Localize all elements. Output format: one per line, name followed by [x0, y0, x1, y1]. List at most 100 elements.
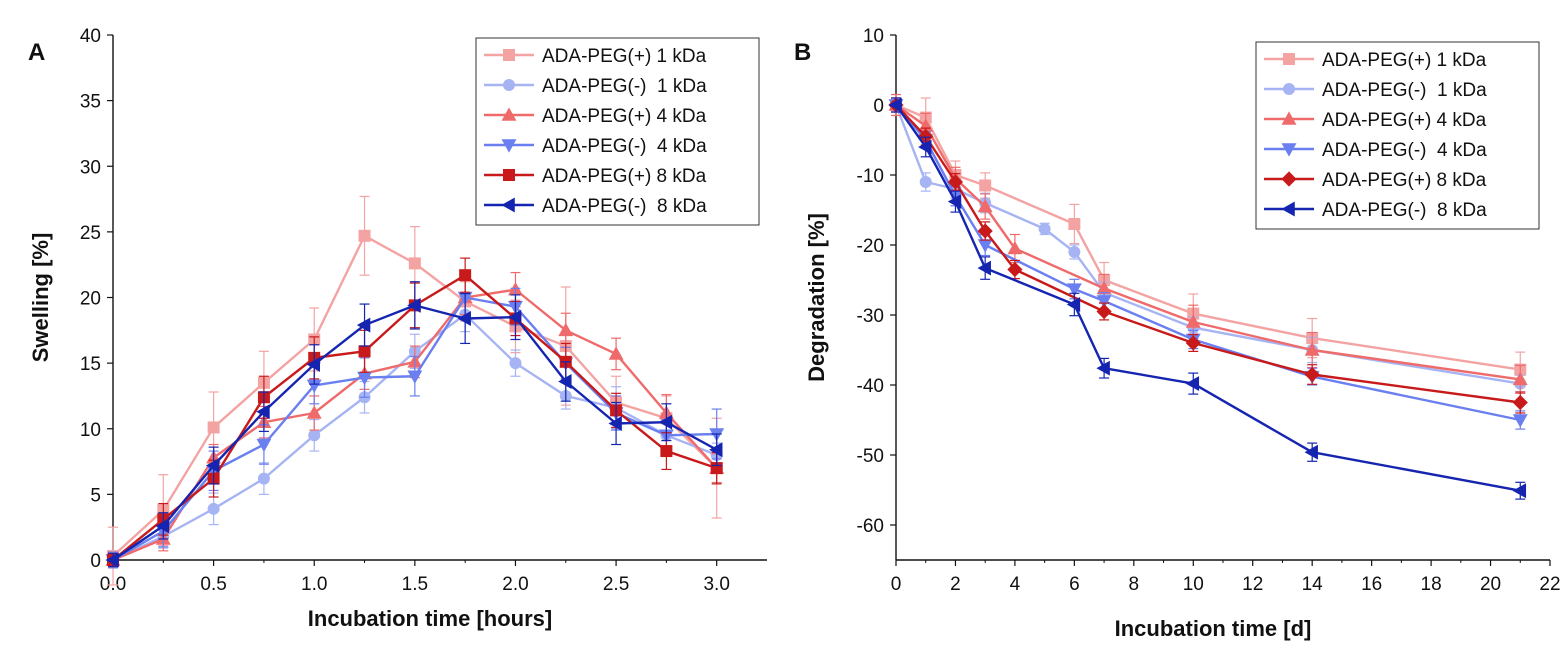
- data-point: [358, 345, 371, 358]
- data-point: [1512, 414, 1528, 428]
- legend: ADA-PEG(+) 1 kDa ADA-PEG(-) 1 kDa ADA-PEG(…: [475, 37, 760, 226]
- data-point: [888, 97, 902, 113]
- data-point: [105, 552, 119, 568]
- data-point: [918, 139, 932, 155]
- series-6: [105, 281, 723, 568]
- y-tick-label: 5: [90, 485, 101, 506]
- x-tick-label: 22: [1539, 574, 1560, 595]
- data-point: [358, 229, 371, 242]
- legend-marker: [503, 79, 515, 91]
- legend-label: ADA-PEG(-) 1 kDa: [1322, 80, 1487, 101]
- legend-label: ADA-PEG(+) 4 kDa: [1322, 110, 1487, 131]
- legend-marker: [1281, 171, 1297, 187]
- data-point: [558, 374, 572, 389]
- legend-label: ADA-PEG(+) 1 kDa: [1322, 50, 1487, 71]
- data-point: [608, 346, 624, 360]
- data-point: [1066, 297, 1081, 312]
- data-point: [257, 472, 270, 485]
- data-point: [1096, 303, 1112, 320]
- legend-label: ADA-PEG(+) 8 kDa: [542, 166, 707, 187]
- data-point: [977, 239, 993, 253]
- data-point: [256, 404, 270, 420]
- legend-label: ADA-PEG(-) 1 kDa: [542, 76, 707, 97]
- legend-box: [475, 37, 760, 226]
- x-tick-label: 12: [1242, 574, 1263, 595]
- data-point: [608, 416, 622, 431]
- data-point: [1038, 222, 1051, 235]
- y-tick-label: 10: [80, 420, 101, 441]
- data-point: [1512, 394, 1528, 411]
- data-point: [1304, 342, 1320, 356]
- data-point: [919, 176, 932, 188]
- data-point: [308, 429, 321, 442]
- series-5: [888, 97, 1528, 414]
- data-point: [979, 179, 992, 192]
- data-point: [977, 260, 991, 276]
- y-tick-label: 30: [80, 157, 101, 178]
- legend-label: ADA-PEG(-) 4 kDa: [542, 136, 707, 157]
- y-tick-label: 35: [80, 92, 101, 113]
- legend-marker: [501, 197, 515, 213]
- data-point: [457, 311, 471, 326]
- data-point: [1304, 444, 1318, 460]
- y-tick-label: 25: [80, 223, 101, 244]
- panel-letter: B: [794, 39, 811, 66]
- legend-box: [1255, 41, 1540, 230]
- x-tick-label: 18: [1421, 574, 1442, 595]
- y-axis-title: Degradation [%]: [804, 213, 829, 382]
- data-point: [207, 421, 220, 434]
- legend-marker: [1283, 83, 1295, 95]
- y-tick-label: 0: [873, 96, 884, 117]
- data-point: [1007, 261, 1023, 278]
- data-point: [977, 198, 993, 213]
- x-tick-label: 8: [1129, 574, 1140, 595]
- y-tick-label: 15: [80, 354, 101, 375]
- data-point: [306, 356, 321, 372]
- panel-letter: A: [28, 39, 45, 66]
- data-point: [709, 442, 723, 458]
- legend-marker: [1281, 201, 1295, 217]
- data-point: [1304, 366, 1320, 383]
- y-tick-label: 0: [90, 551, 101, 572]
- panel-b: 10 0 -10 -20 -30 -40 -50 -60 0 2 4 6 8 10 12 14 16 18 20 22…: [794, 26, 1561, 641]
- data-point: [1185, 314, 1201, 328]
- legend: ADA-PEG(+) 1 kDa ADA-PEG(-) 1 kDa ADA-PEG(…: [1255, 41, 1540, 230]
- legend-marker: [1281, 111, 1297, 125]
- panel-a: 05101520253035400.00.51.01.52.02.53.0Inc…: [28, 26, 767, 631]
- x-tick-label: 14: [1302, 574, 1324, 595]
- x-tick-label: 1.5: [402, 574, 428, 595]
- x-tick-label: 1.0: [301, 574, 327, 595]
- legend-label: ADA-PEG(-) 8 kDa: [1322, 200, 1487, 221]
- data-point: [207, 502, 220, 515]
- data-point: [407, 297, 421, 313]
- x-tick-label: 16: [1361, 574, 1382, 595]
- data-point: [155, 518, 170, 534]
- legend-marker: [501, 139, 517, 153]
- data-point: [507, 309, 522, 325]
- data-point: [558, 322, 574, 337]
- data-point: [459, 269, 472, 282]
- x-tick-label: 2: [950, 574, 961, 595]
- legend-marker: [503, 49, 515, 61]
- series-2: [107, 296, 723, 569]
- data-point: [1007, 240, 1023, 255]
- y-tick-label: 10: [863, 26, 884, 47]
- legend-label: ADA-PEG(+) 4 kDa: [542, 106, 707, 127]
- data-point: [947, 174, 964, 190]
- data-point: [407, 370, 423, 384]
- x-tick-label: 0.5: [200, 574, 226, 595]
- data-point: [205, 458, 220, 473]
- x-tick-label: 2.0: [502, 574, 528, 595]
- data-point: [509, 357, 522, 370]
- data-point: [1096, 295, 1112, 309]
- y-tick-label: -10: [857, 166, 884, 187]
- legend-label: ADA-PEG(-) 4 kDa: [1322, 140, 1487, 161]
- series-line: [894, 104, 1521, 385]
- legend-marker: [501, 107, 517, 121]
- y-tick-label: 20: [80, 289, 101, 310]
- data-point: [408, 257, 421, 270]
- y-tick-label: 40: [80, 26, 101, 47]
- data-point: [1068, 246, 1081, 258]
- x-tick-label: 10: [1183, 574, 1204, 595]
- x-axis-title: Incubation time [hours]: [308, 606, 552, 631]
